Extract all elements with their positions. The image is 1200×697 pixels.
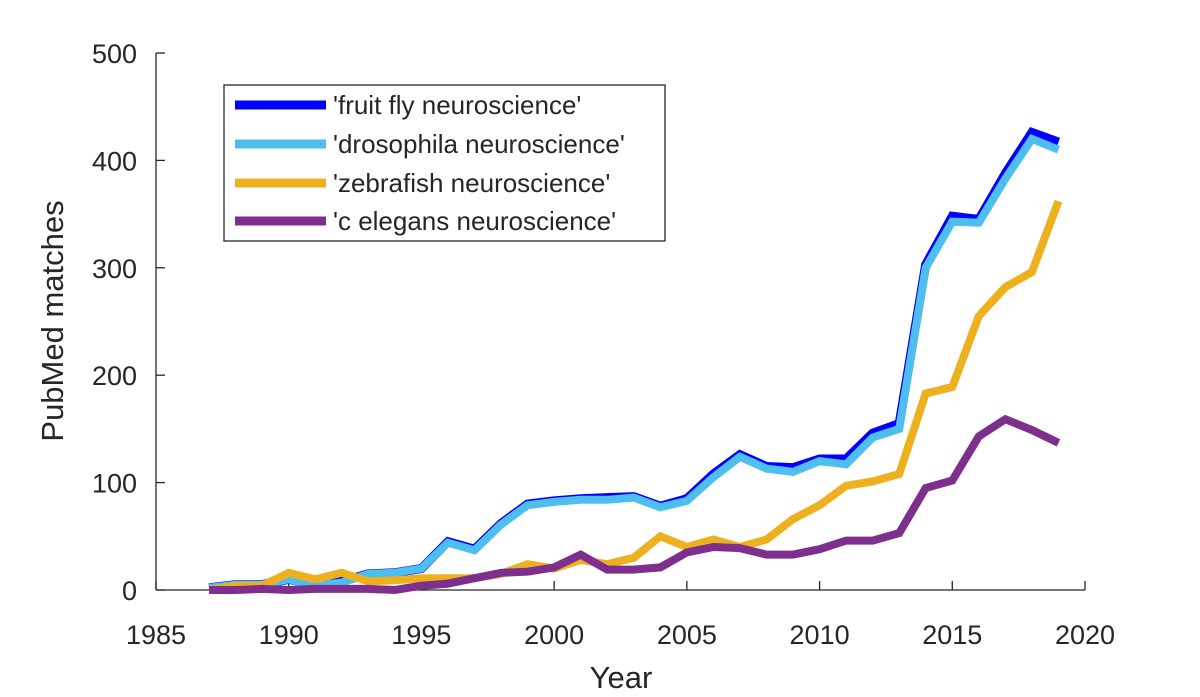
y-tick-label: 400 [92,146,137,176]
axes: 1985 1990 1995 2000 2005 2010 2015 2020 0 100 200 3… [92,39,1115,650]
legend-label-3: 'zebrafish neuroscience' [333,168,610,198]
y-axis-title: PubMed matches [35,200,70,441]
series-layer [208,127,1063,595]
y-tick-label: 200 [92,361,137,391]
legend: 'fruit fly neuroscience' 'drosophila neur… [223,84,666,242]
x-tick-label: 1985 [126,620,186,650]
series-line-3 [208,199,1063,594]
x-tick-label: 2005 [657,620,717,650]
series-line-4 [209,414,1061,595]
x-tick-label: 2020 [1055,620,1115,650]
y-tick-label: 300 [92,254,137,284]
y-tick-label: 100 [92,469,137,499]
legend-label-1: 'fruit fly neuroscience' [333,90,581,120]
x-tick-label: 1990 [259,620,319,650]
x-tick-label: 2015 [922,620,982,650]
legend-label-2: 'drosophila neuroscience' [333,129,625,159]
x-tick-label: 2000 [524,620,584,650]
x-tick-label: 1995 [391,620,451,650]
x-tick-label: 2010 [790,620,850,650]
legend-box [223,84,666,242]
y-tick-label: 500 [92,39,137,69]
x-axis-title: Year [590,660,653,695]
y-tick-label: 0 [122,576,137,606]
legend-label-4: 'c elegans neuroscience' [333,206,616,236]
